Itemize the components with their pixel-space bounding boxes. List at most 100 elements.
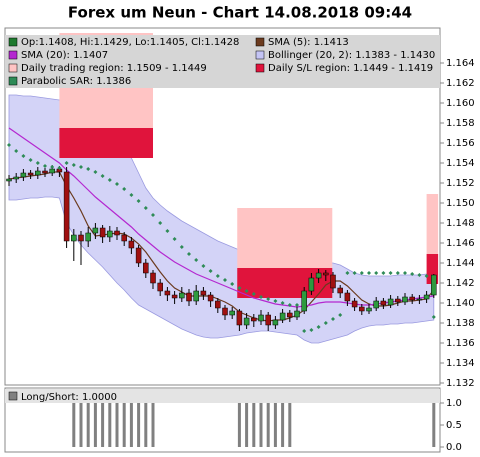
sar-dot xyxy=(28,158,33,162)
candle-body xyxy=(251,317,257,322)
sar-dot xyxy=(165,229,170,233)
sar-dot xyxy=(410,272,415,276)
sma-line xyxy=(8,127,434,308)
sar-dot xyxy=(309,328,314,332)
candle-body xyxy=(85,232,91,242)
y-tick-label: 1.140 xyxy=(446,298,475,309)
candle-body xyxy=(315,272,322,279)
legend-label: Daily S/L region: 1.1449 - 1.1419 xyxy=(268,63,433,74)
candle-body xyxy=(71,234,77,242)
sar-dot xyxy=(251,292,256,296)
legend-swatch xyxy=(8,76,18,86)
sub-title: Long/Short: 1.0000 xyxy=(21,392,117,403)
bar xyxy=(151,403,155,447)
candle-body xyxy=(186,292,192,302)
sar-dot xyxy=(151,213,155,217)
legend-swatch xyxy=(255,37,265,47)
candle-body xyxy=(380,300,387,306)
sar-dot xyxy=(143,206,148,210)
y-tick-label: 1.160 xyxy=(446,98,475,109)
sar-dot xyxy=(223,278,227,282)
bar xyxy=(79,403,83,447)
candle-body xyxy=(279,312,286,321)
bar xyxy=(137,403,141,447)
legend-swatch xyxy=(255,63,265,73)
legend-swatch xyxy=(255,50,265,60)
sma-line xyxy=(8,171,435,322)
sar-dot xyxy=(194,258,199,262)
region-block xyxy=(426,254,439,284)
sar-dot xyxy=(338,313,343,317)
bar xyxy=(115,403,119,447)
candle-body xyxy=(49,168,55,174)
candle-body xyxy=(157,282,163,292)
candle-body xyxy=(135,247,142,264)
sar-dot xyxy=(71,163,76,167)
sar-dot xyxy=(388,271,393,275)
y-tick-label: 1.164 xyxy=(446,58,475,69)
sar-dot xyxy=(244,289,249,293)
bar xyxy=(86,403,90,447)
candle-body xyxy=(373,300,379,309)
y-tick-label: 0.0 xyxy=(446,442,462,453)
sar-dot xyxy=(403,271,407,275)
chart-title: Forex um Neun - Chart 14.08.2018 09:44 xyxy=(68,4,412,22)
y-tick-label: 1.148 xyxy=(446,218,475,229)
sar-dot xyxy=(331,317,335,321)
candle-body xyxy=(164,290,171,296)
y-tick-label: 1.0 xyxy=(446,398,462,409)
sar-dot xyxy=(287,303,292,307)
y-tick-label: 1.144 xyxy=(446,258,475,269)
bar xyxy=(108,403,112,447)
sar-dot xyxy=(158,221,163,225)
candle-body xyxy=(121,234,127,242)
sar-dot xyxy=(345,271,350,275)
sar-dot xyxy=(122,187,127,191)
candle-body xyxy=(78,234,84,242)
region-block xyxy=(237,268,333,298)
legend-swatch xyxy=(8,37,18,47)
y-tick-label: 1.156 xyxy=(446,138,475,149)
legend-label: Daily trading region: 1.1509 - 1.1449 xyxy=(21,63,207,74)
sar-dot xyxy=(280,301,285,305)
bar xyxy=(432,403,436,447)
sar-dot xyxy=(230,282,235,286)
bar xyxy=(93,403,97,447)
region-block xyxy=(237,208,333,268)
candle-body xyxy=(423,294,430,300)
sar-dot xyxy=(381,271,386,275)
candle-body xyxy=(387,298,394,306)
sar-dot xyxy=(93,170,98,174)
y-tick-label: 1.132 xyxy=(446,378,475,389)
sar-dot xyxy=(431,315,436,319)
sar-dot xyxy=(424,274,429,278)
y-tick-label: 1.150 xyxy=(446,198,475,209)
sar-dot xyxy=(352,271,357,275)
candle-body xyxy=(143,262,149,274)
candle-body xyxy=(344,292,351,302)
sar-dot xyxy=(273,299,278,303)
sar-dot xyxy=(7,143,11,147)
candle-body xyxy=(265,314,271,326)
legend-swatch xyxy=(8,63,18,73)
y-tick-label: 1.162 xyxy=(446,78,475,89)
sar-dot xyxy=(359,271,364,275)
sar-dot xyxy=(35,161,40,165)
candle-body xyxy=(193,290,199,302)
candle-body xyxy=(150,272,156,284)
y-tick-label: 0.5 xyxy=(446,420,462,431)
candle-body xyxy=(171,294,178,299)
candle-body xyxy=(258,314,264,322)
candle-body xyxy=(42,170,48,174)
sar-dot xyxy=(107,178,112,182)
sar-dot xyxy=(86,167,91,171)
bar xyxy=(288,403,292,447)
sar-dot xyxy=(215,274,220,278)
plot-frame xyxy=(4,27,441,386)
sar-dot xyxy=(64,161,69,165)
candle-body xyxy=(63,171,70,242)
bar xyxy=(129,403,133,447)
candle-body xyxy=(236,310,243,326)
candle-body xyxy=(92,227,99,234)
